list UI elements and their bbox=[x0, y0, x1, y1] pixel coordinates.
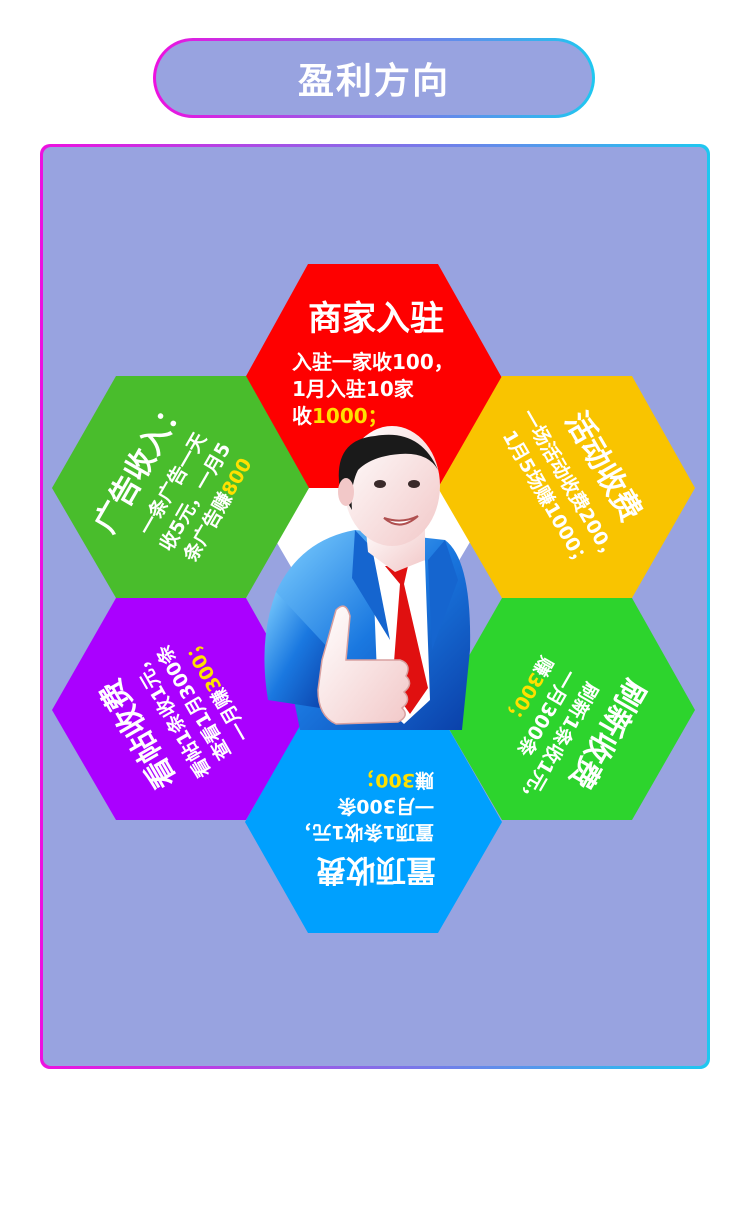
top-line-2: 一月300条 bbox=[336, 795, 434, 818]
top-line-3: 赚300； bbox=[356, 769, 435, 791]
merchant-line-2: 1月入驻10家 bbox=[292, 377, 415, 401]
top-title: 置顶收费 bbox=[316, 852, 436, 887]
merchant-title: 商家入驻 bbox=[308, 299, 444, 339]
merchant-line-1: 入驻一家收100， bbox=[292, 350, 454, 374]
activity-hexagon bbox=[438, 376, 695, 598]
title-banner: 盈利方向 bbox=[153, 38, 595, 118]
top-line-1: 置顶1条收1元， bbox=[294, 821, 434, 844]
merchant-line-3: 收1000； bbox=[292, 404, 388, 428]
view-hexagon bbox=[52, 598, 309, 820]
ads-hexagon bbox=[52, 376, 309, 598]
refresh-hexagon bbox=[438, 598, 695, 820]
merchant-hexagon bbox=[245, 264, 502, 488]
top-hexagon bbox=[245, 710, 502, 933]
page-title: 盈利方向 bbox=[156, 41, 592, 115]
businessman-thumbs-up-illustration bbox=[264, 426, 471, 730]
